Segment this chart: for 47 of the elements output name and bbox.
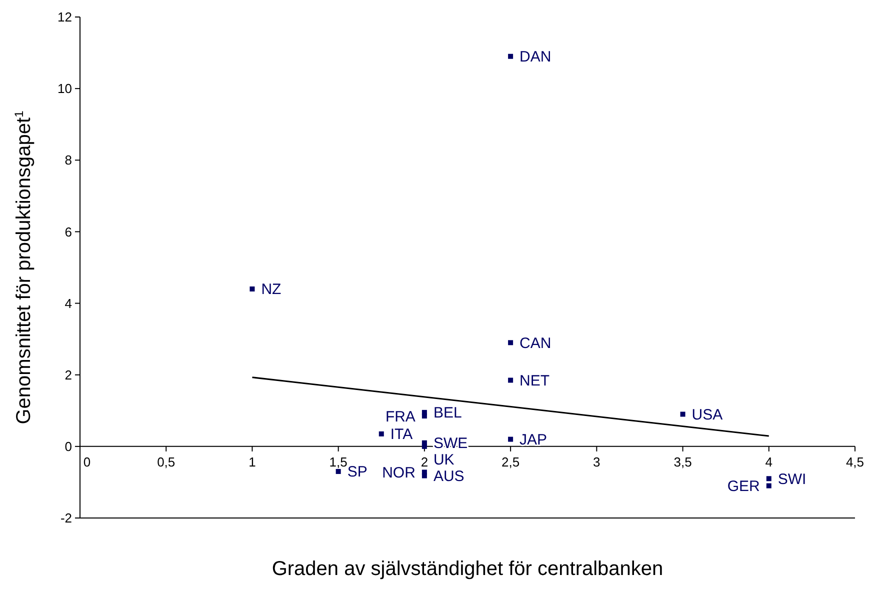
point bbox=[508, 54, 514, 59]
point bbox=[508, 378, 514, 383]
y-tick-label: 6 bbox=[64, 224, 72, 240]
x-tick-label: 1 bbox=[248, 454, 256, 470]
series-label: GER bbox=[727, 478, 760, 496]
series-label: CAN bbox=[520, 334, 552, 352]
point bbox=[508, 340, 514, 346]
y-tick-label: 10 bbox=[58, 81, 72, 96]
x-tick-label: 3,5 bbox=[674, 454, 692, 470]
series-label: USA bbox=[692, 406, 723, 424]
series-label: AUS bbox=[433, 468, 464, 486]
series-label: DAN bbox=[520, 48, 552, 66]
x-tick-label: 2,5 bbox=[502, 454, 520, 470]
point bbox=[422, 473, 427, 478]
x-tick-label: 4 bbox=[765, 454, 773, 470]
y-tick-label: 0 bbox=[64, 438, 72, 454]
series-label: UK bbox=[433, 452, 454, 469]
point bbox=[250, 286, 255, 292]
point bbox=[680, 412, 686, 417]
series-label: BEL bbox=[433, 404, 462, 422]
series-label: ITA bbox=[390, 426, 413, 444]
series-label: NOR bbox=[382, 464, 416, 482]
x-tick-label: 0 bbox=[83, 454, 91, 470]
point bbox=[422, 444, 427, 449]
point bbox=[766, 476, 772, 482]
series-label: SWI bbox=[778, 470, 806, 488]
point bbox=[336, 468, 341, 474]
series-label: JAP bbox=[520, 432, 548, 449]
point bbox=[422, 414, 427, 419]
x-tick-label: 2 bbox=[420, 454, 428, 470]
y-tick-label: 4 bbox=[64, 296, 72, 311]
x-axis-title: Graden av självständighet för centralbanken bbox=[272, 558, 664, 580]
point bbox=[378, 431, 384, 436]
x-tick-label: 3 bbox=[593, 454, 600, 470]
series-label: SP bbox=[347, 464, 368, 481]
series-label: NZ bbox=[261, 281, 282, 298]
series-label: NET bbox=[520, 372, 550, 390]
series-label: FRA bbox=[385, 408, 416, 426]
x-tick-label: 4,5 bbox=[846, 454, 864, 470]
point bbox=[766, 483, 772, 488]
x-tick-label: 0,5 bbox=[157, 454, 176, 470]
point bbox=[508, 436, 514, 442]
y-tick-label: 12 bbox=[58, 10, 72, 25]
x-tick-label: 1,5 bbox=[329, 454, 348, 470]
y-tick-label: 2 bbox=[64, 367, 72, 382]
y-tick-label: -2 bbox=[60, 510, 72, 526]
y-tick-label: 8 bbox=[64, 152, 72, 168]
